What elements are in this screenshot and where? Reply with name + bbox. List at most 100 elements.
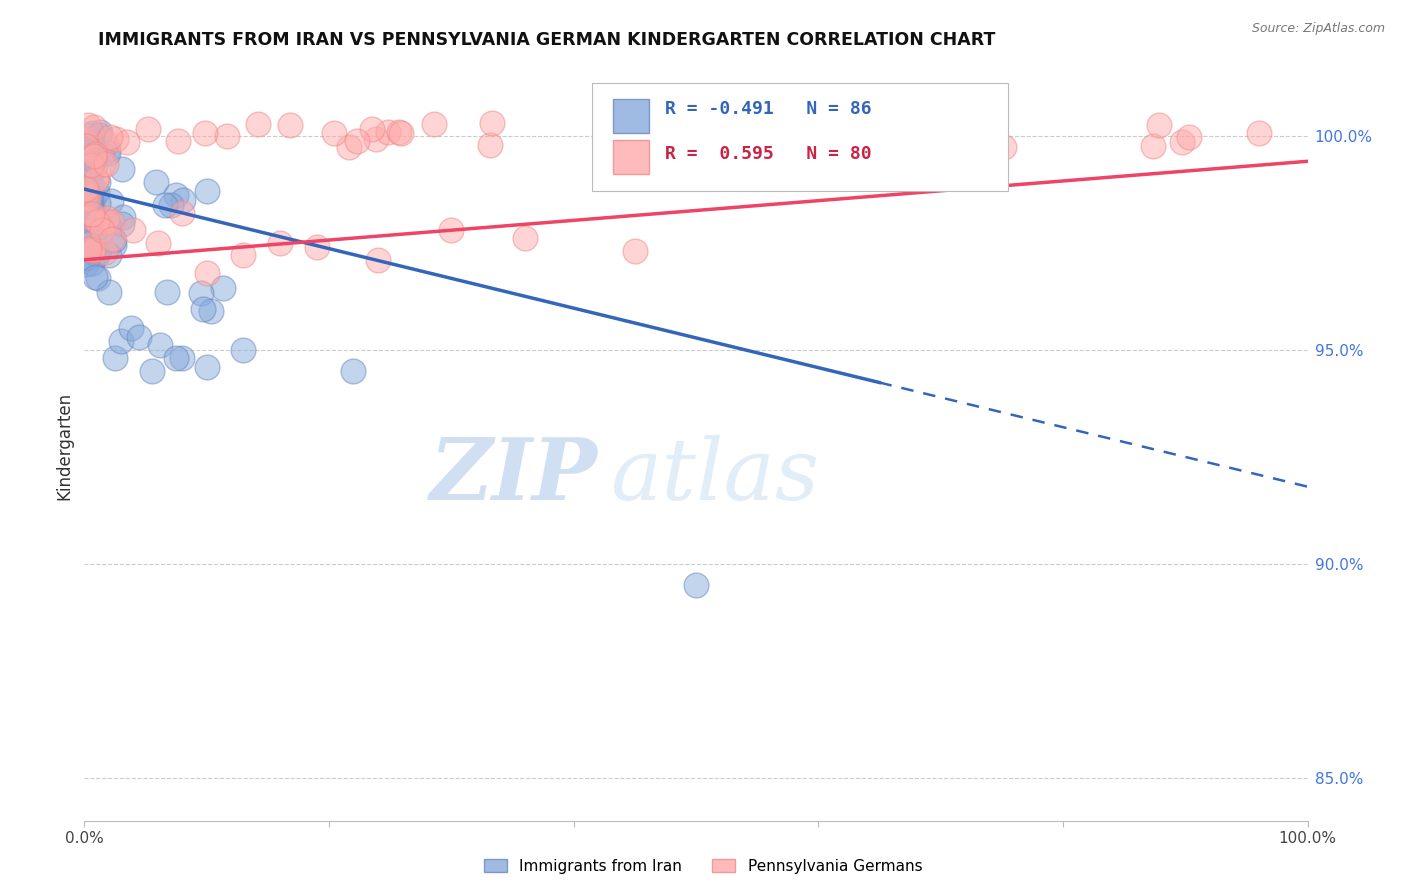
Point <box>172 193 194 207</box>
Point <box>76 186 98 200</box>
Point <box>364 131 387 145</box>
Point <box>79 145 101 159</box>
Point <box>80 176 103 190</box>
Point <box>195 359 218 374</box>
Point <box>232 248 254 262</box>
Point <box>77 236 100 251</box>
Point <box>89 125 111 139</box>
Point <box>97 142 120 156</box>
Point <box>936 136 959 151</box>
Point <box>75 257 97 271</box>
Point <box>84 225 107 239</box>
Point <box>97 216 120 230</box>
Point <box>278 118 301 132</box>
Point <box>76 191 98 205</box>
Point <box>82 136 104 151</box>
Point <box>84 147 107 161</box>
Text: R = -0.491   N = 86: R = -0.491 N = 86 <box>665 100 872 118</box>
Point <box>342 364 364 378</box>
Point <box>111 161 134 176</box>
Point <box>79 215 101 229</box>
Point <box>80 158 103 172</box>
Text: R =  0.595   N = 80: R = 0.595 N = 80 <box>665 145 872 163</box>
Point <box>75 186 97 201</box>
Point <box>94 244 117 259</box>
Point <box>94 214 117 228</box>
Point <box>111 210 134 224</box>
Point <box>83 159 105 173</box>
Point <box>367 252 389 267</box>
Point <box>1149 119 1171 133</box>
Point <box>603 124 626 138</box>
Bar <box>613 140 650 174</box>
Point <box>713 130 735 145</box>
Point <box>1178 129 1201 144</box>
Point <box>77 128 100 142</box>
Point <box>423 117 446 131</box>
Point <box>75 191 97 205</box>
Point <box>87 215 110 229</box>
Point <box>87 195 110 210</box>
Point <box>513 231 536 245</box>
Text: Source: ZipAtlas.com: Source: ZipAtlas.com <box>1251 22 1385 36</box>
Point <box>77 150 100 164</box>
Point <box>86 171 108 186</box>
Point <box>361 122 384 136</box>
Point <box>80 194 103 208</box>
Point <box>80 256 103 270</box>
Point <box>96 136 118 150</box>
Point <box>624 244 647 259</box>
Point <box>120 321 142 335</box>
Point <box>323 126 346 140</box>
Point <box>83 149 105 163</box>
Point <box>84 269 107 284</box>
Point <box>76 215 98 229</box>
Point <box>86 185 108 199</box>
Point <box>75 141 97 155</box>
Point <box>96 157 118 171</box>
Point <box>80 136 103 150</box>
Bar <box>613 99 650 133</box>
Point <box>77 118 100 132</box>
Point <box>77 236 100 251</box>
Point <box>165 351 187 366</box>
Point <box>699 123 721 137</box>
Point <box>80 163 103 178</box>
Point <box>79 148 101 162</box>
Point <box>80 207 103 221</box>
Point <box>87 270 110 285</box>
Point <box>90 223 112 237</box>
Point <box>77 211 100 225</box>
Point <box>879 120 901 135</box>
Point <box>82 212 104 227</box>
Point <box>128 330 150 344</box>
Legend: Immigrants from Iran, Pennsylvania Germans: Immigrants from Iran, Pennsylvania Germa… <box>478 853 928 880</box>
Point <box>1171 135 1194 149</box>
Point <box>942 134 965 148</box>
Point <box>110 334 132 348</box>
Point <box>440 223 463 237</box>
Point <box>200 303 222 318</box>
Point <box>165 188 187 202</box>
Point <box>145 175 167 189</box>
Point <box>75 182 97 196</box>
Point <box>1249 126 1271 140</box>
Point <box>389 126 412 140</box>
Point <box>84 151 107 165</box>
Point <box>772 116 794 130</box>
Point <box>96 211 118 226</box>
Point <box>269 235 291 250</box>
Text: atlas: atlas <box>610 434 820 517</box>
Point <box>103 238 125 252</box>
Point <box>91 147 114 161</box>
Point <box>77 148 100 162</box>
Point <box>79 199 101 213</box>
Point <box>194 126 217 140</box>
Point <box>86 173 108 187</box>
Point <box>337 140 360 154</box>
Point <box>89 244 111 259</box>
Point <box>75 235 97 249</box>
Point <box>105 132 128 146</box>
Point <box>156 285 179 300</box>
Point <box>77 243 100 257</box>
